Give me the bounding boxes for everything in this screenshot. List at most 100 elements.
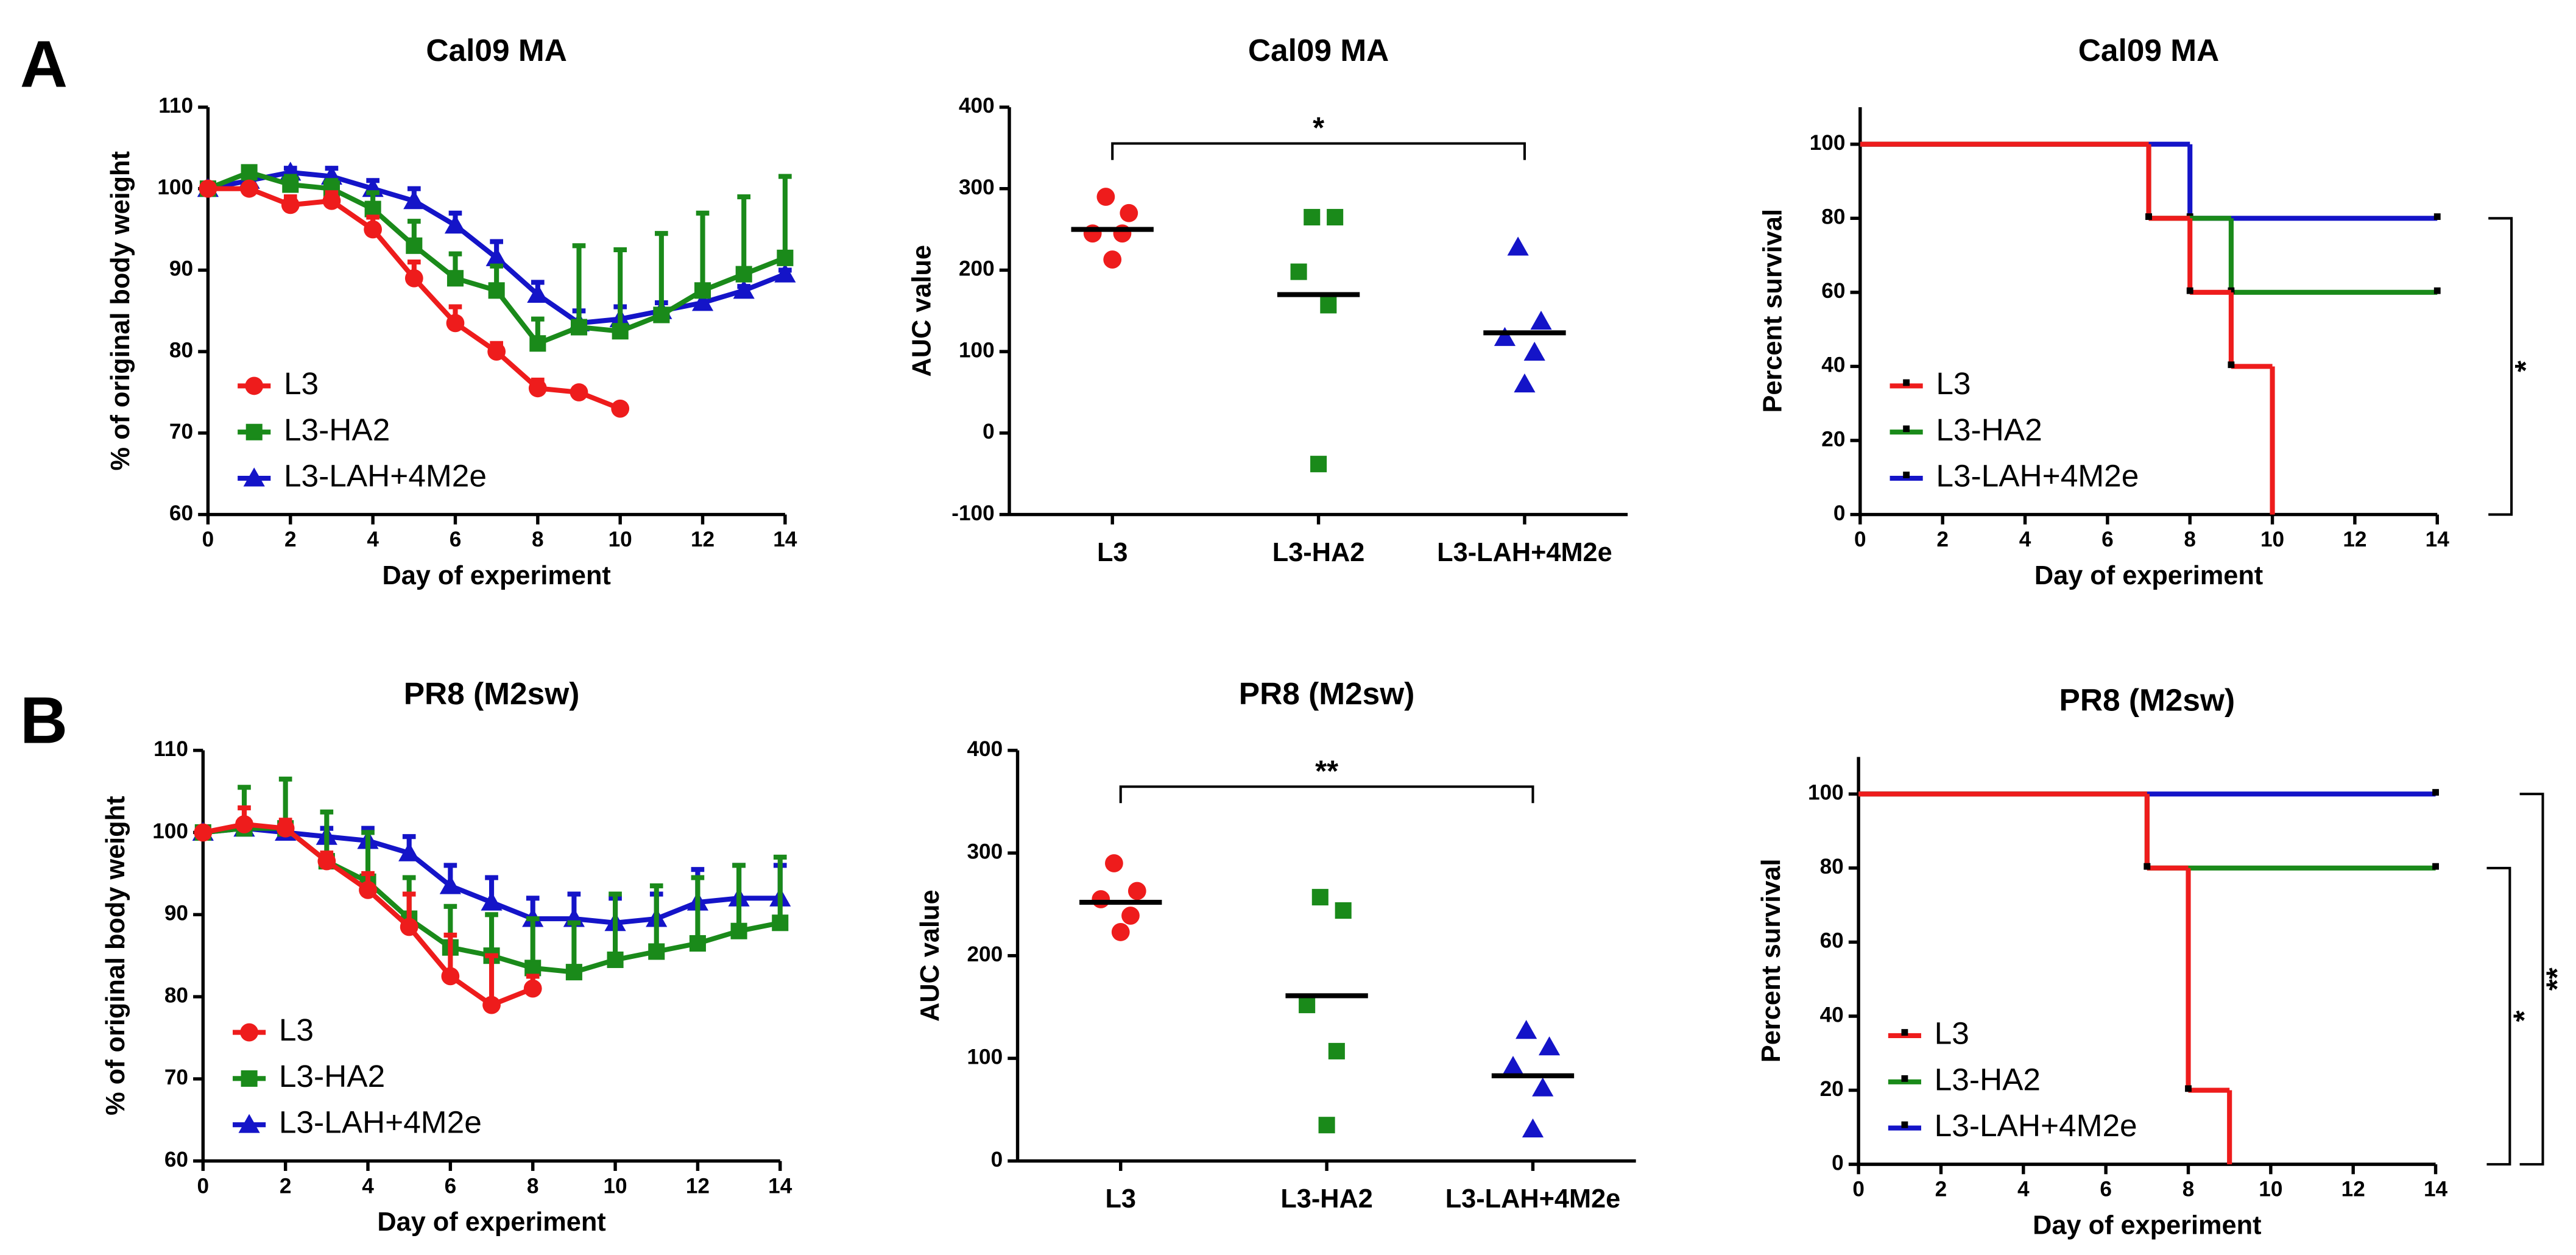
censor-mark — [2432, 863, 2439, 870]
marker — [488, 282, 505, 299]
marker — [199, 179, 217, 198]
x-tick-label: 4 — [362, 1174, 374, 1198]
marker — [1516, 1020, 1537, 1039]
legend-label: L3 — [284, 366, 319, 401]
y-axis-label: Percent survival — [1757, 859, 1786, 1063]
marker — [611, 399, 630, 418]
significance-bracket — [2486, 866, 2511, 1166]
marker — [444, 214, 467, 234]
x-tick-label: 2 — [1936, 528, 1949, 551]
y-axis-label: % of original body weight — [106, 151, 135, 470]
significance-bracket — [1119, 785, 1534, 804]
marker — [406, 237, 423, 254]
x-tick-label: 2 — [280, 1174, 292, 1198]
marker — [441, 967, 460, 986]
legend-label: L3-HA2 — [279, 1058, 385, 1094]
marker — [527, 283, 549, 303]
marker — [404, 269, 423, 288]
y-tick-label: 200 — [967, 942, 1003, 966]
legend-marker — [1901, 1075, 1908, 1082]
y-tick-label: 300 — [959, 175, 995, 199]
legend-label: L3 — [1936, 366, 1971, 401]
censor-mark — [2433, 287, 2441, 294]
legend-label: L3 — [1935, 1016, 1969, 1051]
marker — [1514, 373, 1536, 393]
marker — [1111, 923, 1130, 941]
y-tick-label: 70 — [164, 1066, 188, 1089]
y-tick-label: 90 — [164, 902, 188, 925]
marker — [1299, 997, 1316, 1014]
x-tick-label: L3-HA2 — [1280, 1184, 1373, 1214]
y-axis-label: AUC value — [916, 889, 945, 1022]
y-tick-label: 0 — [1833, 501, 1846, 525]
marker — [485, 247, 507, 266]
x-tick-label: 4 — [2017, 1178, 2030, 1201]
legend-marker — [1903, 425, 1910, 433]
marker — [446, 270, 464, 287]
marker — [612, 323, 629, 340]
y-tick-label: 100 — [967, 1045, 1003, 1069]
marker — [730, 922, 747, 939]
marker — [1328, 1042, 1345, 1059]
marker — [1530, 311, 1552, 330]
censor-mark — [2228, 361, 2235, 369]
marker — [570, 383, 588, 401]
y-tick-label: 70 — [169, 420, 193, 444]
x-tick-label: 14 — [2424, 1178, 2448, 1201]
y-tick-label: 90 — [169, 257, 193, 281]
panel-label: A — [20, 27, 68, 101]
marker — [439, 875, 461, 894]
x-axis-label: Day of experiment — [377, 1207, 605, 1237]
legend-marker — [245, 423, 263, 440]
marker — [241, 164, 258, 181]
marker — [528, 379, 547, 398]
marker — [689, 935, 706, 952]
significance-label: * — [2508, 1010, 2541, 1022]
marker — [1320, 297, 1337, 314]
panel-label: B — [20, 684, 68, 757]
legend-marker — [245, 376, 264, 395]
significance-label: * — [2510, 361, 2542, 372]
y-tick-label: 0 — [991, 1148, 1003, 1172]
x-tick-label: L3 — [1097, 538, 1128, 567]
marker — [1096, 188, 1115, 206]
legend-marker — [240, 1023, 259, 1042]
x-tick-label: L3-LAH+4M2e — [1445, 1184, 1621, 1214]
x-tick-label: 2 — [1935, 1178, 1947, 1201]
marker — [359, 880, 377, 899]
marker — [281, 196, 300, 214]
legend-marker — [1901, 1121, 1908, 1128]
x-tick-label: 10 — [609, 528, 632, 551]
marker — [1335, 902, 1352, 919]
y-tick-label: 200 — [959, 257, 995, 281]
y-tick-label: 400 — [967, 737, 1003, 761]
marker — [524, 960, 542, 977]
marker — [482, 995, 501, 1014]
y-tick-label: 20 — [1821, 427, 1845, 451]
x-tick-label: L3-HA2 — [1272, 538, 1365, 567]
marker — [529, 335, 546, 352]
x-tick-label: 0 — [1852, 1178, 1865, 1201]
censor-mark — [2186, 287, 2193, 294]
x-tick-label: 2 — [284, 528, 297, 551]
marker — [1522, 1118, 1544, 1138]
y-tick-label: 80 — [1820, 855, 1844, 878]
x-tick-label: 10 — [603, 1174, 627, 1198]
legend-marker — [238, 1114, 260, 1133]
marker — [364, 220, 383, 239]
legend-marker — [1903, 379, 1910, 386]
legend-label: L3-LAH+4M2e — [279, 1105, 482, 1140]
legend-marker — [243, 467, 265, 487]
marker — [1127, 882, 1146, 900]
significance-label: ** — [2541, 967, 2574, 991]
marker — [487, 342, 506, 361]
marker — [653, 306, 670, 323]
chart-title: PR8 (M2sw) — [2059, 682, 2235, 718]
y-tick-label: 100 — [1810, 131, 1846, 155]
chart-title: Cal09 MA — [1248, 32, 1389, 68]
marker — [772, 914, 789, 932]
x-tick-label: 14 — [773, 528, 797, 551]
censor-mark — [2145, 213, 2152, 221]
legend-label: L3 — [279, 1012, 314, 1047]
legend-label: L3-LAH+4M2e — [284, 458, 487, 493]
